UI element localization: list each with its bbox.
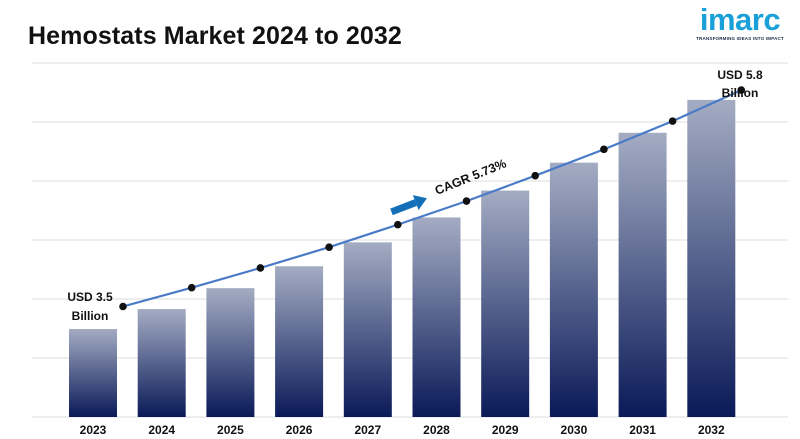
bar-2025: [206, 288, 255, 417]
x-tick-label: 2026: [286, 423, 313, 437]
trend-marker: [737, 86, 746, 94]
x-tick-label: 2029: [492, 423, 519, 437]
x-tick-label: 2031: [629, 423, 656, 437]
trend-marker: [325, 243, 333, 252]
bar-2030: [549, 162, 598, 417]
x-tick-label: 2024: [148, 423, 175, 437]
cagr-arrow-icon: [390, 195, 427, 216]
bar-2024: [137, 309, 186, 417]
bar-2026: [275, 266, 324, 417]
trend-marker: [600, 145, 608, 154]
x-tick-label: 2023: [80, 423, 107, 437]
x-tick-label: 2030: [561, 423, 588, 437]
start-value-label: USD 3.5: [67, 290, 113, 304]
imarc-logo: imarc TRANSFORMING IDEAS INTO IMPACT: [690, 4, 790, 46]
x-tick-label: 2032: [698, 423, 725, 437]
trend-marker: [668, 117, 677, 125]
bar-2029: [481, 190, 530, 417]
bar-2028: [412, 217, 461, 417]
end-unit-label: Billion: [722, 86, 759, 100]
x-tick-label: 2025: [217, 423, 244, 437]
bar-2027: [343, 242, 392, 417]
trend-marker: [187, 283, 196, 292]
logo-tagline: TRANSFORMING IDEAS INTO IMPACT: [696, 36, 784, 41]
bar-2032: [687, 99, 736, 418]
end-value-label: USD 5.8: [717, 68, 763, 82]
start-unit-label: Billion: [72, 309, 109, 323]
bars: [69, 99, 736, 418]
bar-2031: [618, 132, 667, 417]
logo-wordmark: imarc: [699, 2, 781, 37]
chart-title: Hemostats Market 2024 to 2032: [28, 22, 402, 50]
trend-line-path: [122, 89, 742, 308]
x-tick-label: 2028: [423, 423, 450, 437]
x-axis-labels: 2023 2024 2025 2026 2027 2028 2029 2030 2031 2032: [80, 423, 725, 437]
trend-marker: [462, 197, 471, 205]
trend-marker: [256, 264, 265, 272]
bar-2023: [69, 329, 117, 417]
trend-marker: [531, 171, 539, 180]
trend-line: [119, 86, 746, 311]
x-tick-label: 2027: [354, 423, 381, 437]
trend-marker: [119, 302, 127, 311]
trend-marker: [394, 220, 402, 229]
